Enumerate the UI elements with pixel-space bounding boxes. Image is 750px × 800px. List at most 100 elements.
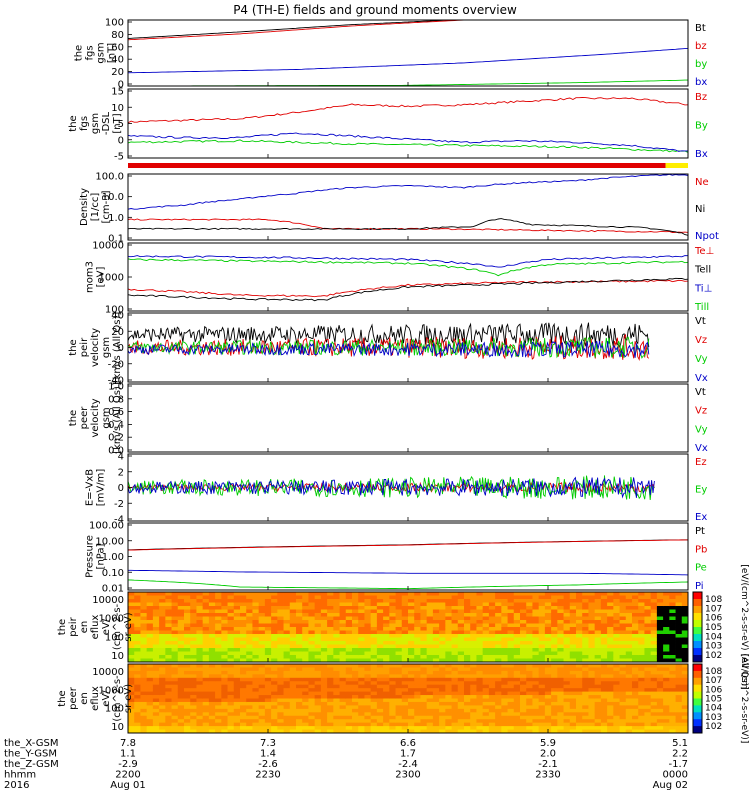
heatmap-cell <box>445 651 452 656</box>
heatmap-cell <box>445 602 452 607</box>
heatmap-cell <box>432 667 440 672</box>
heatmap-cell <box>289 729 297 734</box>
heatmap-cell <box>283 602 291 607</box>
heatmap-cell <box>619 623 627 628</box>
heatmap-cell <box>544 726 552 730</box>
heatmap-cell <box>408 712 415 717</box>
heatmap-cell <box>327 688 334 692</box>
heatmap-cell <box>551 599 558 603</box>
x-axis-value: 2.2 <box>672 749 688 760</box>
heatmap-cell <box>544 609 552 614</box>
heatmap-cell <box>283 677 291 682</box>
heatmap-cell <box>134 701 141 706</box>
colorbar-tick-label: 102 <box>705 722 722 732</box>
heatmap-cell <box>146 681 154 686</box>
heatmap-cell <box>538 616 546 621</box>
heatmap-cell <box>352 641 359 645</box>
heatmap-cell <box>551 701 558 706</box>
heatmap-cell <box>538 684 546 689</box>
heatmap-cell <box>544 712 552 717</box>
heatmap-cell <box>644 648 652 652</box>
heatmap-cell <box>246 651 253 656</box>
heatmap-cell <box>457 648 465 652</box>
heatmap-cell <box>569 620 577 624</box>
heatmap-cell <box>271 616 278 621</box>
heatmap-cell <box>190 670 197 675</box>
heatmap-cell <box>395 648 403 652</box>
heatmap-cell <box>526 695 533 699</box>
heatmap-cell <box>408 695 415 699</box>
heatmap-cell <box>594 722 602 727</box>
heatmap-cell <box>656 674 664 679</box>
heatmap-cell <box>352 684 359 689</box>
heatmap-cell <box>638 606 645 610</box>
heatmap-cell <box>420 695 428 699</box>
heatmap-cell <box>333 623 340 628</box>
heatmap-cell <box>644 651 652 656</box>
heatmap-cell <box>464 602 471 607</box>
heatmap-cell <box>134 664 141 668</box>
heatmap-cell <box>184 655 191 659</box>
heatmap-cell <box>408 708 415 713</box>
x-axis-value: 2300 <box>395 770 420 781</box>
heatmap-cell <box>134 708 141 713</box>
heatmap-cell <box>333 705 340 710</box>
heatmap-cell <box>277 651 284 656</box>
heatmap-cell <box>152 637 160 642</box>
heatmap-cell <box>302 681 309 686</box>
heatmap-cell <box>644 609 652 614</box>
heatmap-cell <box>358 695 365 699</box>
heatmap-cell <box>302 630 309 635</box>
heatmap-cell <box>594 630 602 635</box>
heatmap-cell <box>526 726 533 730</box>
heatmap-cell <box>488 705 496 710</box>
heatmap-cell <box>296 630 303 635</box>
heatmap-cell <box>619 695 627 699</box>
heatmap-cell <box>246 719 253 724</box>
heatmap-cell <box>457 701 465 706</box>
heatmap-cell <box>600 729 608 734</box>
heatmap-cell <box>464 595 471 600</box>
heatmap-cell <box>644 613 652 617</box>
heatmap-cell <box>302 599 309 603</box>
heatmap-cell <box>600 651 608 656</box>
heatmap-cell <box>513 620 521 624</box>
heatmap-cell <box>414 627 421 631</box>
heatmap-cell <box>327 648 334 652</box>
heatmap-cell <box>165 670 172 675</box>
heatmap-cell <box>258 599 266 603</box>
heatmap-cell <box>364 648 372 652</box>
heatmap-cell <box>625 708 633 713</box>
heatmap-cell <box>632 677 639 682</box>
heatmap-cell <box>414 651 421 656</box>
heatmap-cell <box>196 620 204 624</box>
heatmap-cell <box>395 691 403 696</box>
heatmap-cell <box>277 613 284 617</box>
heatmap-cell <box>264 599 272 603</box>
y-tick-label: 10000 <box>92 667 124 678</box>
heatmap-cell <box>302 698 309 703</box>
heatmap-cell <box>308 651 316 656</box>
heatmap-cell <box>681 667 689 672</box>
heatmap-cell <box>401 630 409 635</box>
heatmap-cell <box>208 719 216 724</box>
heatmap-cell <box>271 623 278 628</box>
heatmap-cell <box>389 613 396 617</box>
heatmap-cell <box>495 609 502 614</box>
heatmap-cell <box>513 606 521 610</box>
heatmap-cell <box>370 729 378 734</box>
heatmap-cell <box>165 630 172 635</box>
heatmap-cell <box>488 670 496 675</box>
heatmap-cell <box>358 599 365 603</box>
colorbar-tick-label: 108 <box>705 667 722 677</box>
heatmap-cell <box>208 616 216 621</box>
heatmap-cell <box>594 634 602 638</box>
heatmap-cell <box>520 677 527 682</box>
heatmap-cell <box>445 655 452 659</box>
series-group <box>127 173 689 236</box>
heatmap-cell <box>507 630 515 635</box>
heatmap-cell <box>258 719 266 724</box>
y-tick-label: 20 <box>111 327 124 338</box>
heatmap-cell <box>576 637 583 642</box>
heatmap-cell <box>420 623 428 628</box>
